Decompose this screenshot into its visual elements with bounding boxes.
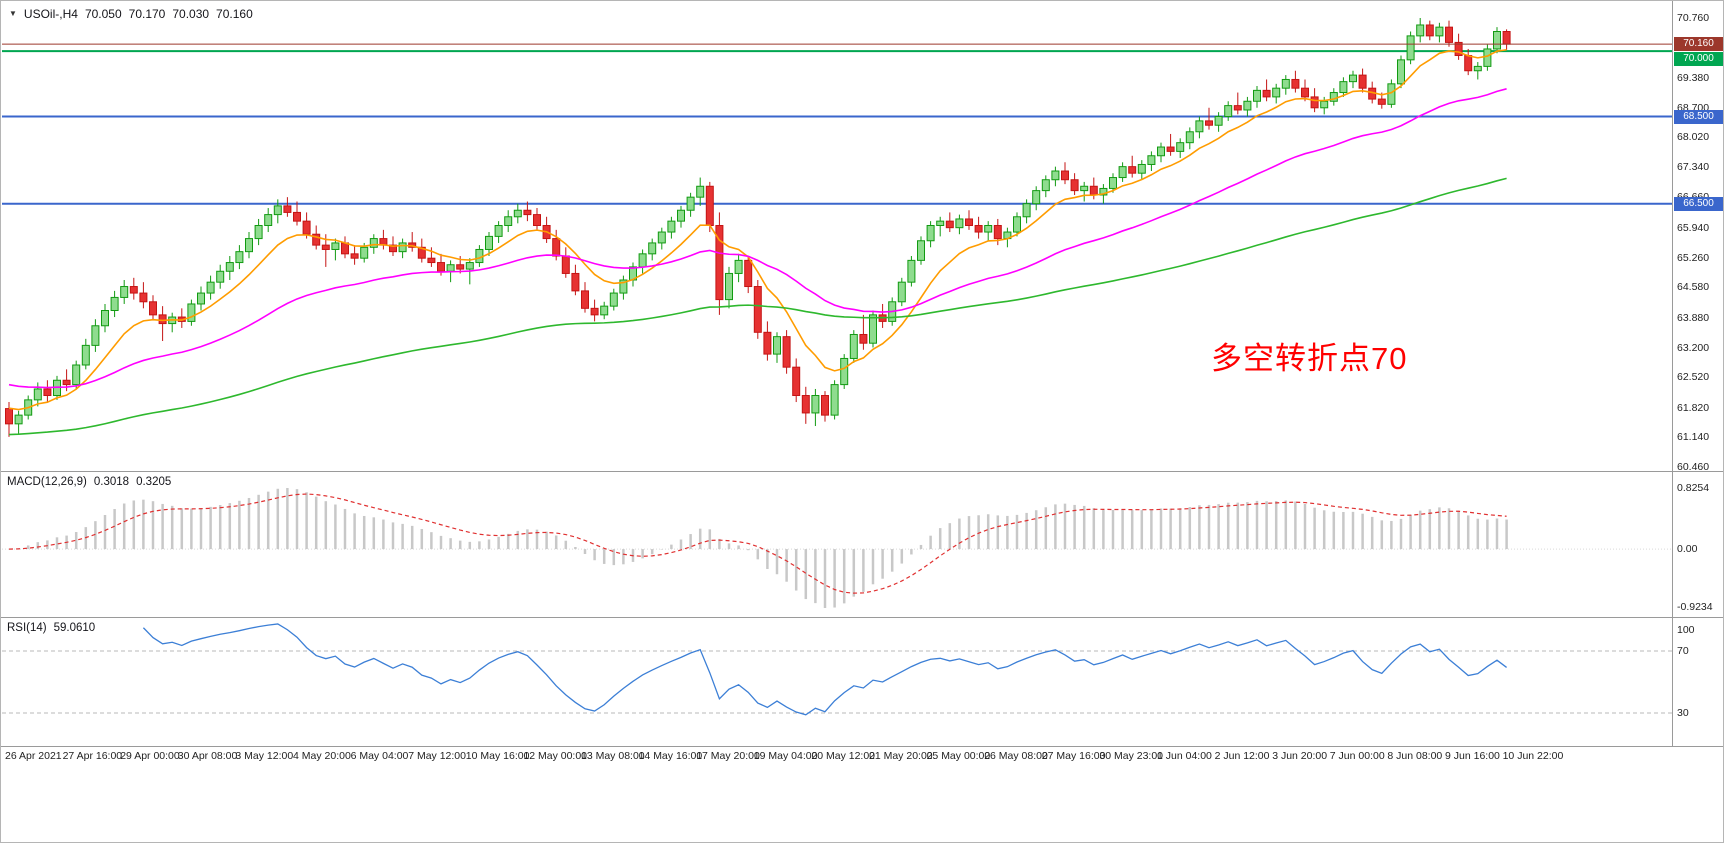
price-axis-label: 61.140 <box>1677 431 1710 444</box>
ma-medium-line <box>8 88 1507 389</box>
macd-indicator-title: MACD(12,26,9) 0.3018 0.3205 <box>7 476 171 488</box>
macd-signal-value: 0.3205 <box>136 476 172 488</box>
time-axis-label: 19 May 04:00 <box>753 750 818 762</box>
price-axis-label: 70.760 <box>1677 12 1710 24</box>
time-axis-label: 17 May 20:00 <box>696 750 760 762</box>
time-axis-label: 13 May 08:00 <box>581 750 645 762</box>
price-axis-label: 60.460 <box>1677 461 1710 473</box>
time-axis-label: 30 May 23:00 <box>1099 750 1164 762</box>
price-axis-label: 61.820 <box>1677 401 1710 414</box>
rsi-timeaxis-divider[interactable] <box>1 746 1723 747</box>
high-value: 70.170 <box>128 7 166 21</box>
time-axis-label: 26 May 08:00 <box>984 750 1048 762</box>
open-value: 70.050 <box>84 7 122 21</box>
horizontal-level-lines[interactable] <box>2 50 1672 205</box>
ma-slow-line <box>8 177 1507 436</box>
price-axis-label: 62.520 <box>1677 371 1710 384</box>
main-macd-panel-divider[interactable] <box>1 471 1723 472</box>
macd-axis-label: 0.8254 <box>1677 482 1710 494</box>
macd-axis-label: 0.00 <box>1677 543 1698 556</box>
time-axis-label: 14 May 16:00 <box>638 750 703 762</box>
price-axis-label: 65.260 <box>1677 251 1710 264</box>
price-axis-label: 65.940 <box>1677 222 1710 235</box>
time-axis-label: 2 Jun 12:00 <box>1214 750 1270 762</box>
time-axis-label: 12 May 00:00 <box>523 750 588 762</box>
rsi-axis-label: 100 <box>1677 624 1695 636</box>
time-axis-label: 7 May 12:00 <box>408 750 466 762</box>
price-axis-label: 64.580 <box>1677 281 1710 294</box>
price-axis-label: 68.020 <box>1677 131 1710 144</box>
chart-annotation-text: 多空转折点70 <box>1211 341 1408 376</box>
symbol-period-label: USOil-,H4 <box>23 7 78 21</box>
price-badge-70.160: 70.160 <box>1674 37 1723 52</box>
macd-axis-label: -0.9234 <box>1677 601 1713 613</box>
ma-fast-line <box>8 48 1507 411</box>
macd-signal-line <box>8 493 1507 594</box>
rsi-line <box>142 623 1507 716</box>
rsi-indicator-title: RSI(14) 59.0610 <box>7 622 95 634</box>
close-value: 70.160 <box>216 7 253 21</box>
chart-marker-icon: ▼ <box>9 9 17 18</box>
time-axis-label: 7 Jun 00:00 <box>1329 750 1385 762</box>
time-axis-label: 6 May 04:00 <box>350 750 409 762</box>
time-axis-label: 4 May 20:00 <box>293 750 351 762</box>
time-axis-label: 21 May 20:00 <box>869 750 933 762</box>
low-value: 70.030 <box>172 7 210 21</box>
price-axis-label: 63.880 <box>1677 311 1710 324</box>
price-badge-70.000: 70.000 <box>1674 52 1723 67</box>
time-axis-label: 20 May 12:00 <box>811 750 876 762</box>
time-axis-label: 26 Apr 2021 <box>5 750 62 762</box>
time-axis-label: 1 Jun 04:00 <box>1157 750 1212 762</box>
time-axis-label: 10 May 16:00 <box>465 750 530 762</box>
candlesticks <box>5 18 1511 437</box>
rsi-axis-label: 70 <box>1677 645 1689 657</box>
price-axis-label: 69.380 <box>1677 72 1710 85</box>
rsi-label: RSI(14) <box>7 622 47 634</box>
macd-label: MACD(12,26,9) <box>7 476 87 488</box>
macd-main-value: 0.3018 <box>93 476 130 488</box>
macd-histogram <box>17 488 1508 608</box>
symbol-ohlc-header: ▼ USOil-,H4 70.050 70.170 70.030 70.160 <box>9 7 253 21</box>
price-axis-label: 67.340 <box>1677 161 1710 174</box>
price-axis-label: 63.200 <box>1677 341 1710 354</box>
time-axis-label: 10 Jun 22:00 <box>1502 750 1564 762</box>
time-axis-label: 3 May 12:00 <box>235 750 294 762</box>
time-axis-label: 9 Jun 16:00 <box>1445 750 1500 762</box>
price-badge-66.500: 66.500 <box>1674 196 1723 211</box>
time-axis-label: 27 Apr 16:00 <box>62 750 123 762</box>
time-axis-label: 3 Jun 20:00 <box>1272 750 1328 762</box>
time-axis-label: 29 Apr 00:00 <box>120 750 180 762</box>
macd-rsi-panel-divider[interactable] <box>1 617 1723 618</box>
time-axis-label: 25 May 00:00 <box>926 750 991 762</box>
rsi-axis-label: 30 <box>1677 707 1689 719</box>
price-axis-border <box>1672 1 1673 746</box>
rsi-value: 59.0610 <box>53 622 96 634</box>
time-axis-label: 27 May 16:00 <box>1041 750 1106 762</box>
price-badge-68.500: 68.500 <box>1674 109 1723 124</box>
time-axis-label: 8 Jun 08:00 <box>1387 750 1443 762</box>
time-axis-label: 30 Apr 08:00 <box>177 750 238 762</box>
